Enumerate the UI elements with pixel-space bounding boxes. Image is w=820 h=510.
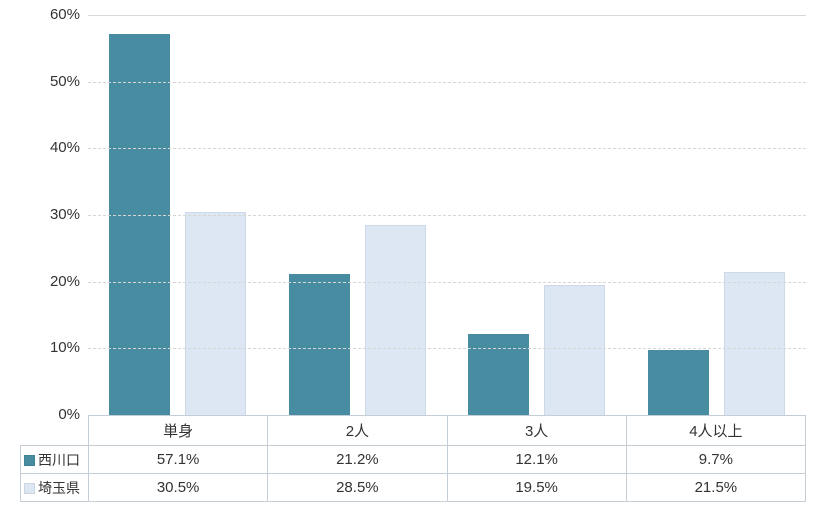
- y-axis-tick-label: 0%: [58, 406, 80, 423]
- table-row: 西川口 57.1% 21.2% 12.1% 9.7%: [20, 445, 807, 474]
- bar-西川口-4人以上: [647, 350, 709, 415]
- bar-西川口-3人: [468, 334, 530, 415]
- category-header: 2人: [267, 415, 448, 446]
- gridline-10%: [88, 348, 806, 350]
- value-cell: 30.5%: [87, 473, 269, 502]
- gridline-50%: [88, 81, 806, 83]
- plot-area: [88, 15, 806, 415]
- value-cell: 9.7%: [625, 445, 807, 474]
- y-axis-tick-label: 40%: [49, 139, 80, 157]
- value-cell: 21.2%: [267, 445, 448, 474]
- y-axis-tick-label: 60%: [49, 6, 80, 23]
- value-cell: 19.5%: [446, 473, 627, 502]
- legend-swatch-icon: [24, 482, 35, 494]
- legend-label: 西川口: [38, 451, 80, 468]
- table-row: 埼玉県 30.5% 28.5% 19.5% 21.5%: [20, 473, 807, 502]
- legend-label: 埼玉県: [38, 479, 80, 496]
- category-header: 4人以上: [625, 415, 807, 446]
- bar-埼玉県-3人: [544, 285, 606, 415]
- y-axis-tick-label: 30%: [49, 206, 80, 223]
- bars-layer: [88, 15, 806, 415]
- legend-cell-saitama: 埼玉県: [20, 473, 89, 502]
- y-axis-tick-label: 10%: [49, 339, 80, 357]
- value-cell: 21.5%: [625, 473, 807, 502]
- category-header: 単身: [87, 415, 269, 446]
- category-header: 3人: [446, 415, 627, 446]
- value-cell: 57.1%: [87, 445, 269, 474]
- bar-group-4人以上: [627, 15, 807, 415]
- bar-group-2人: [268, 15, 448, 415]
- bar-西川口-2人: [288, 273, 350, 415]
- gridline-30%: [88, 215, 806, 216]
- bar-埼玉県-4人以上: [723, 271, 785, 415]
- data-table: 単身 2人 3人 4人以上 西川口 57.1% 21.2% 12.1% 9.7%…: [20, 415, 807, 502]
- table-header-row: 単身 2人 3人 4人以上: [21, 415, 807, 446]
- bar-group-3人: [447, 15, 627, 415]
- y-axis-tick-label: 50%: [49, 72, 80, 90]
- value-cell: 12.1%: [446, 445, 627, 474]
- legend-cell-nishikawaguchi: 西川口: [20, 445, 89, 474]
- gridline-60%: [88, 15, 806, 16]
- gridline-20%: [88, 281, 806, 283]
- table-corner-cell: [21, 416, 89, 446]
- bar-西川口-単身: [109, 34, 171, 415]
- y-axis-tick-label: 20%: [49, 272, 80, 290]
- value-cell: 28.5%: [267, 473, 448, 502]
- gridline-40%: [88, 148, 806, 150]
- bar-埼玉県-2人: [364, 225, 426, 415]
- bar-埼玉県-単身: [185, 211, 247, 415]
- bar-group-単身: [88, 15, 268, 415]
- legend-swatch-icon: [24, 454, 35, 466]
